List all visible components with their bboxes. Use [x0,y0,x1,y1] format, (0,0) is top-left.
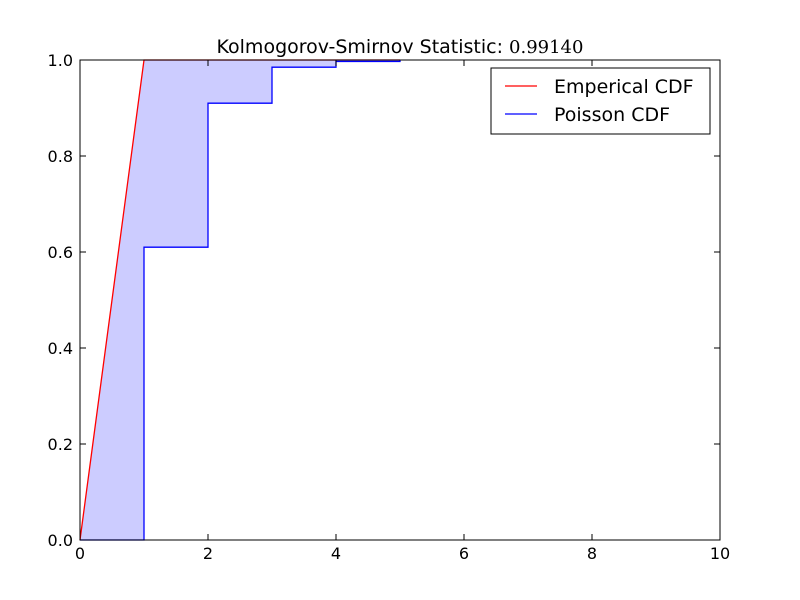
y-tick-label: 1.0 [48,51,73,70]
ks-fill-area [80,60,400,540]
x-tick-label: 4 [331,544,341,563]
y-tick-label: 0.8 [48,147,73,166]
plot-frame [79,59,721,541]
title-label: Kolmogorov-Smirnov Statistic: [217,36,510,58]
x-tick-label: 2 [203,544,213,563]
legend: Emperical CDF Poisson CDF [490,67,711,135]
legend-box [490,67,711,135]
y-tick-label: 0.0 [48,531,73,550]
y-tick-label: 0.4 [48,339,73,358]
legend-label-poisson-cdf: Poisson CDF [554,104,670,126]
x-tick-label: 10 [710,544,730,563]
y-tick-label: 0.2 [48,435,73,454]
x-tick-label: 6 [459,544,469,563]
plot-area: 0 2 4 6 8 10 0.0 0.2 0.4 0.6 0.8 1.0 [48,51,731,563]
legend-label-emperical-cdf: Emperical CDF [554,76,694,98]
x-tick-label: 8 [587,544,597,563]
chart-title: Kolmogorov-Smirnov Statistic: 0.99140 [217,36,584,58]
y-tick-label: 0.6 [48,243,73,262]
x-tick-label: 0 [75,544,85,563]
series-line-poisson-cdf [80,60,401,541]
title-value: 0.99140 [509,37,583,58]
